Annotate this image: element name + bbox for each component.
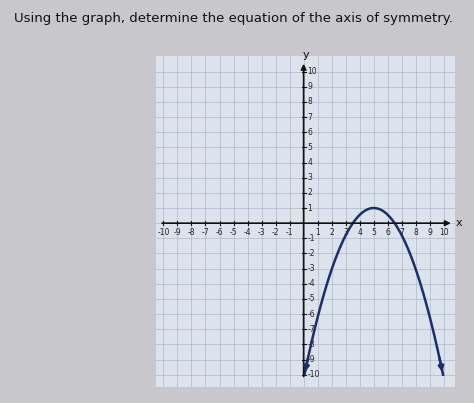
Text: 7: 7 <box>307 112 312 122</box>
Text: -7: -7 <box>201 229 210 237</box>
Text: 1: 1 <box>307 204 312 212</box>
Text: -10: -10 <box>157 229 170 237</box>
Text: -1: -1 <box>286 229 293 237</box>
Text: 6: 6 <box>385 229 390 237</box>
Text: -3: -3 <box>307 264 315 273</box>
Text: -1: -1 <box>307 234 315 243</box>
Text: -5: -5 <box>230 229 237 237</box>
Text: x: x <box>456 218 462 228</box>
Text: -4: -4 <box>307 279 315 288</box>
Text: -6: -6 <box>216 229 223 237</box>
Text: 8: 8 <box>413 229 418 237</box>
Text: 9: 9 <box>428 229 432 237</box>
Text: -7: -7 <box>307 325 315 334</box>
Text: 3: 3 <box>307 173 312 182</box>
Text: 9: 9 <box>307 82 312 91</box>
Text: -9: -9 <box>307 355 315 364</box>
Text: -5: -5 <box>307 295 315 303</box>
Text: -3: -3 <box>258 229 265 237</box>
Text: 5: 5 <box>371 229 376 237</box>
Text: -8: -8 <box>307 340 315 349</box>
Text: 2: 2 <box>307 188 312 197</box>
Text: 8: 8 <box>307 98 312 106</box>
Text: 10: 10 <box>439 229 448 237</box>
Text: -10: -10 <box>307 370 319 379</box>
Text: -4: -4 <box>244 229 251 237</box>
Text: -6: -6 <box>307 310 315 319</box>
Text: -2: -2 <box>307 249 315 258</box>
Text: Using the graph, determine the equation of the axis of symmetry.: Using the graph, determine the equation … <box>14 12 453 25</box>
Text: 10: 10 <box>307 67 317 76</box>
Text: -9: -9 <box>173 229 181 237</box>
Text: 5: 5 <box>307 143 312 152</box>
Text: 3: 3 <box>343 229 348 237</box>
Text: 2: 2 <box>329 229 334 237</box>
Text: 4: 4 <box>307 158 312 167</box>
Text: -2: -2 <box>272 229 279 237</box>
Text: y: y <box>302 50 309 60</box>
Text: 1: 1 <box>315 229 320 237</box>
Text: -8: -8 <box>188 229 195 237</box>
Text: 7: 7 <box>399 229 404 237</box>
Text: 4: 4 <box>357 229 362 237</box>
Text: 6: 6 <box>307 128 312 137</box>
